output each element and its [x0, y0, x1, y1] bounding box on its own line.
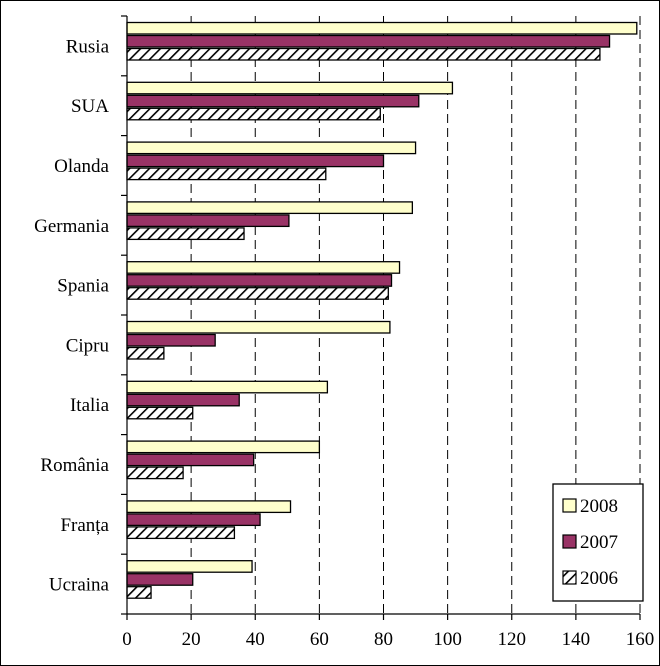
bar-italia-2006 [126, 406, 194, 420]
bar-olanda-2008 [126, 141, 417, 155]
legend-swatch-2006 [562, 570, 577, 585]
legend-swatch-2007 [562, 534, 577, 549]
bar-spania-2006 [126, 287, 389, 300]
x-tick-label-20: 20 [182, 629, 201, 650]
x-tick-label-0: 0 [122, 629, 132, 650]
bar-ucraina-2008 [126, 560, 253, 573]
legend-label-2006: 2006 [580, 568, 618, 589]
bar-franta-2008 [126, 500, 292, 514]
x-tick-label-140: 140 [562, 629, 591, 650]
x-tick-label-120: 120 [498, 629, 527, 650]
bar-romania-2007 [126, 453, 255, 467]
x-tick-labels: 0 20 40 60 80 100 120 140 160 [122, 629, 654, 650]
bar-italia-2008 [126, 380, 329, 394]
bar-sua-2006 [126, 107, 381, 121]
x-tick-label-160: 160 [626, 629, 655, 650]
category-label-rusia: Rusia [66, 36, 110, 57]
legend-label-2008: 2008 [580, 496, 618, 517]
bar-rusia-2008 [126, 21, 638, 35]
bar-cipru-2008 [126, 320, 391, 334]
bar-franta-2007 [126, 513, 261, 527]
x-tick-label-100: 100 [433, 629, 462, 650]
category-label-olanda: Olanda [54, 156, 109, 177]
category-label-franta: Franța [60, 515, 109, 536]
axes [121, 15, 641, 620]
bar-ucraina-2006 [126, 586, 152, 599]
legend: 2008 2007 2006 [552, 483, 644, 602]
legend-label-2007: 2007 [580, 532, 618, 553]
legend-swatch-2008 [562, 498, 577, 513]
category-label-spania: Spania [57, 276, 109, 297]
category-label-ucraina: Ucraina [49, 575, 110, 596]
category-label-sua: SUA [71, 96, 109, 117]
category-labels: Rusia SUA Olanda Germania Spania Cipru Italia R… [34, 36, 109, 595]
bar-romania-2006 [126, 466, 184, 480]
bar-franta-2006 [126, 526, 236, 540]
x-tick-label-60: 60 [310, 629, 329, 650]
bar-germania-2006 [126, 227, 245, 241]
category-label-italia: Italia [70, 395, 110, 416]
bar-italia-2007 [126, 393, 240, 407]
bar-ucraina-2007 [126, 573, 194, 586]
bar-rusia-2007 [126, 34, 611, 48]
bar-rusia-2006 [126, 47, 601, 61]
category-label-cipru: Cipru [66, 335, 110, 356]
bar-olanda-2006 [126, 167, 327, 181]
x-tick-label-40: 40 [246, 629, 265, 650]
category-label-germania: Germania [34, 216, 109, 237]
bar-sua-2008 [126, 81, 454, 95]
x-tick-label-80: 80 [374, 629, 393, 650]
bar-germania-2007 [126, 214, 290, 228]
bar-spania-2007 [126, 274, 393, 287]
bar-germania-2008 [126, 201, 414, 215]
bar-sua-2007 [126, 94, 420, 108]
bar-cipru-2007 [126, 333, 216, 347]
bar-cipru-2006 [126, 346, 165, 360]
bar-romania-2008 [126, 440, 321, 454]
bar-spania-2008 [126, 261, 401, 274]
category-label-romania: România [40, 455, 109, 476]
bar-olanda-2007 [126, 154, 385, 168]
